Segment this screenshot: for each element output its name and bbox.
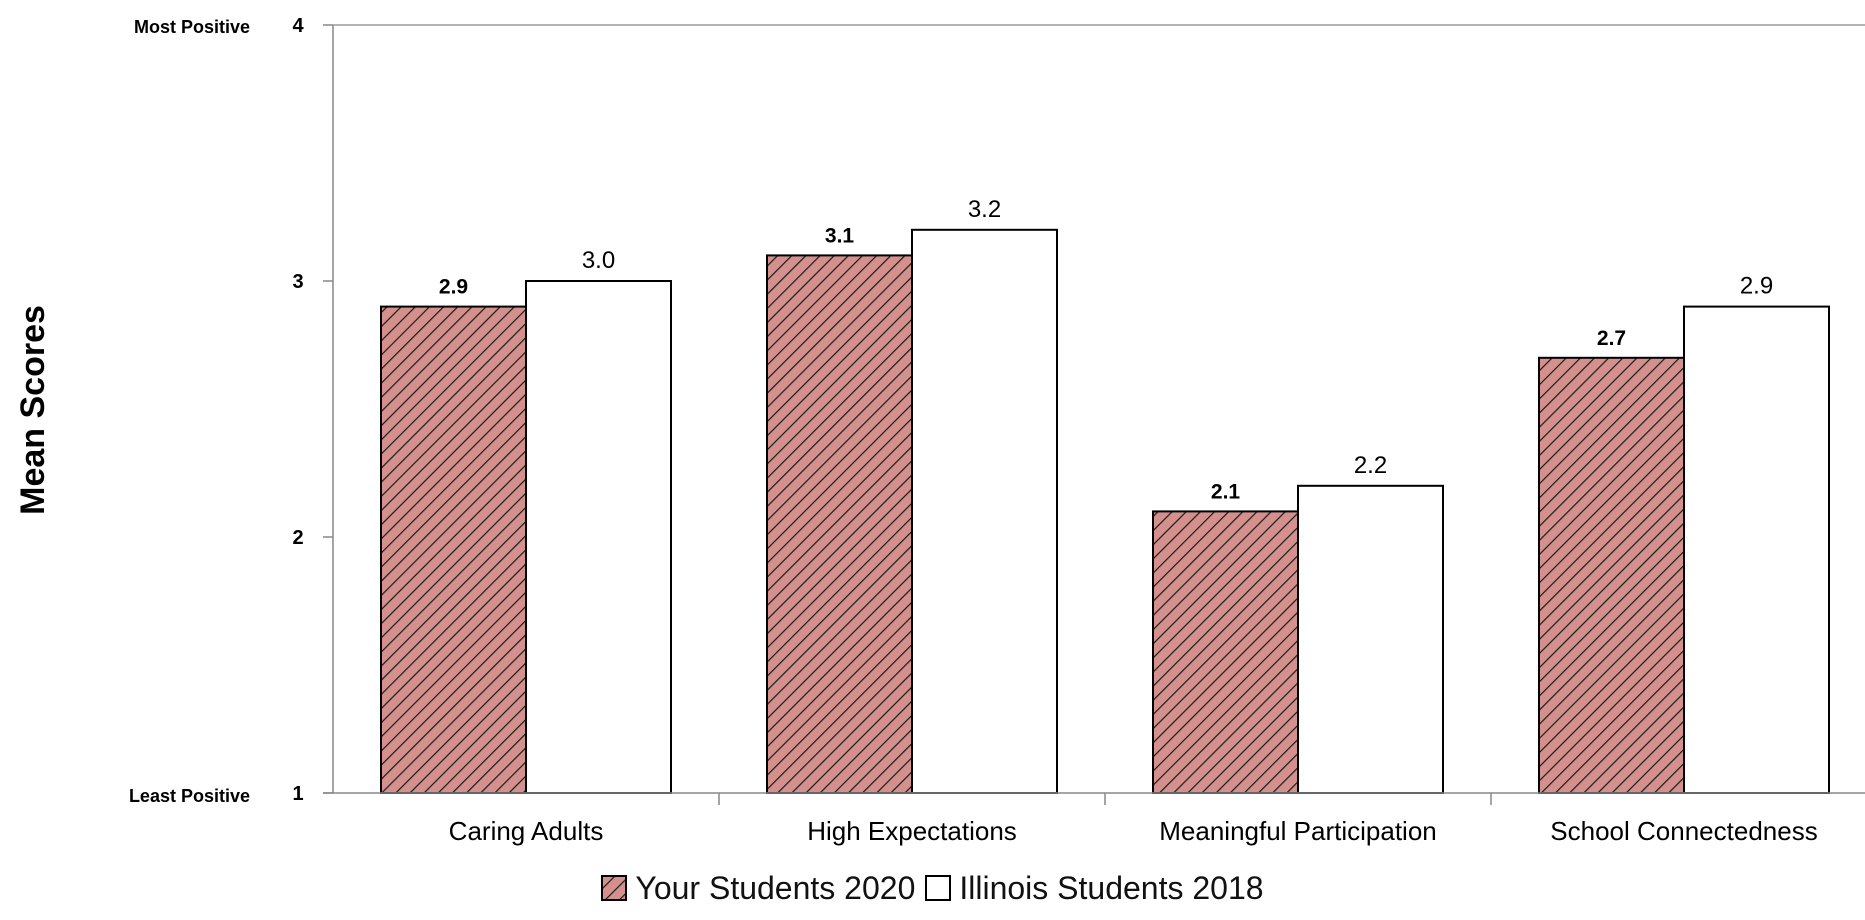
data-label-illinois-students: 3.2	[968, 196, 1001, 223]
data-label-illinois-students: 2.9	[1740, 273, 1773, 300]
legend-label-illinois-students: Illinois Students 2018	[959, 869, 1264, 906]
bar-your-students	[1152, 510, 1299, 794]
category-label: Meaningful Participation	[1159, 816, 1437, 846]
data-label-your-students: 2.9	[439, 276, 468, 299]
legend: Your Students 2020 Illinois Students 201…	[0, 868, 1865, 908]
y-top-end-label: Most Positive	[134, 17, 250, 37]
y-bottom-end-label: Least Positive	[129, 786, 250, 806]
bar-illinois-students	[1297, 484, 1444, 794]
y-axis-title: Mean Scores	[14, 305, 52, 515]
legend-swatch-white	[925, 875, 952, 901]
category-label: School Connectedness	[1550, 816, 1817, 846]
legend-item-your-students: Your Students 2020	[601, 870, 915, 907]
bar-illinois-students	[525, 280, 672, 794]
category-label: High Expectations	[807, 816, 1017, 846]
y-tick-label: 4	[292, 15, 304, 37]
bar-your-students	[1538, 356, 1685, 794]
bar-your-students	[766, 254, 913, 794]
y-tick-label: 1	[292, 783, 303, 805]
data-label-your-students: 2.1	[1211, 480, 1241, 503]
category-label: Caring Adults	[449, 816, 604, 846]
bar-illinois-students	[911, 228, 1058, 795]
data-label-illinois-students: 3.0	[582, 247, 615, 274]
y-tick-label: 2	[292, 527, 303, 549]
y-tick-label: 3	[292, 271, 303, 293]
legend-item-illinois-students: Illinois Students 2018	[925, 869, 1264, 907]
legend-swatch-hatched	[601, 875, 628, 901]
data-label-illinois-students: 2.2	[1354, 452, 1387, 479]
data-label-your-students: 2.7	[1597, 327, 1626, 350]
data-label-your-students: 3.1	[825, 224, 855, 247]
bar-your-students	[380, 305, 527, 794]
bar-illinois-students	[1683, 305, 1830, 794]
legend-label-your-students: Your Students 2020	[635, 869, 916, 906]
